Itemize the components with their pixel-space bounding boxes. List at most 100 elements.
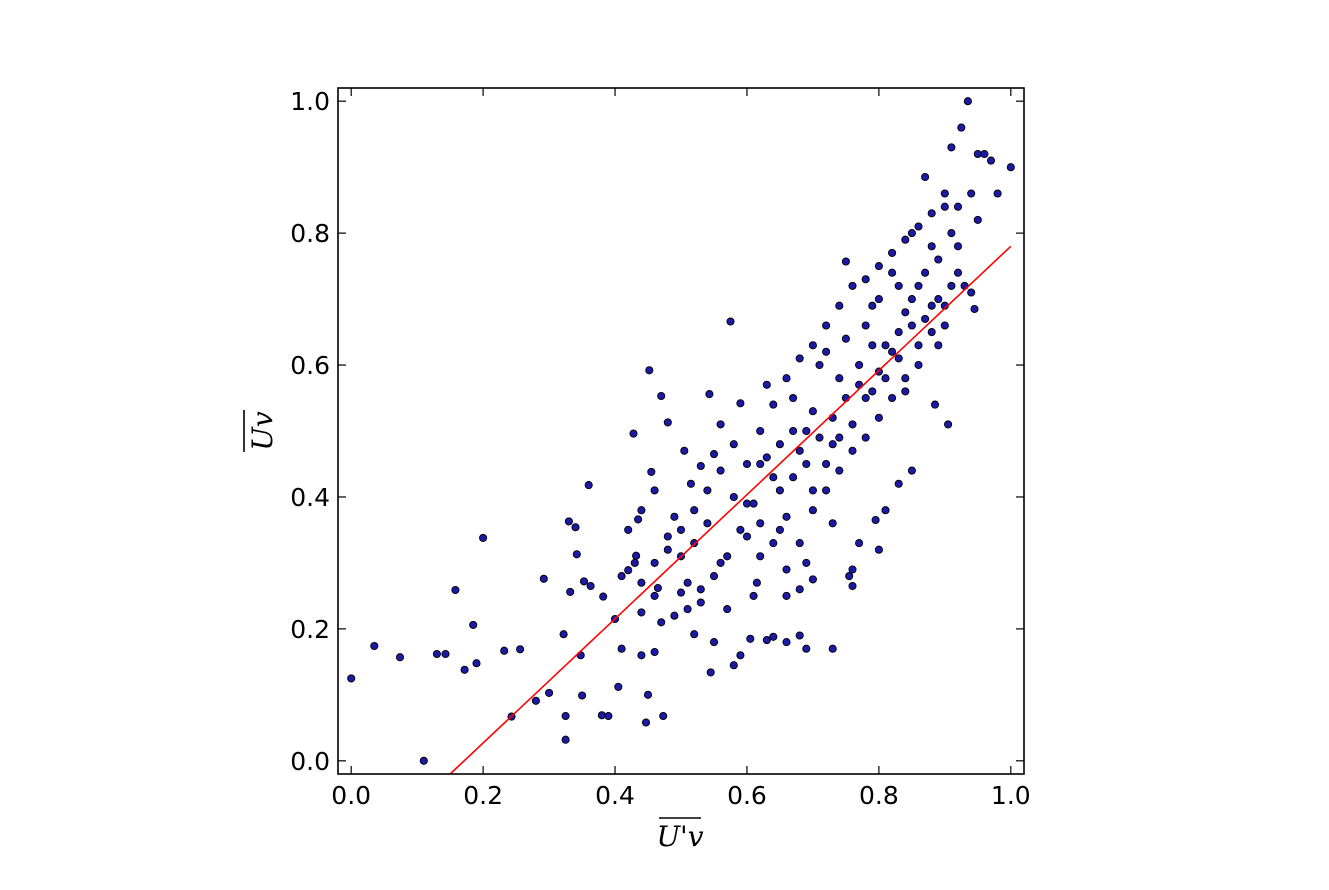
data-point bbox=[460, 665, 469, 674]
data-point bbox=[676, 588, 686, 597]
data-point bbox=[650, 591, 659, 600]
data-point bbox=[953, 268, 963, 277]
data-point bbox=[888, 268, 897, 277]
data-point bbox=[630, 558, 639, 567]
y-tick-label: 0.8 bbox=[290, 219, 330, 248]
data-point bbox=[451, 585, 460, 595]
data-point bbox=[769, 539, 778, 548]
data-point bbox=[742, 532, 752, 541]
data-point bbox=[835, 301, 844, 310]
data-point bbox=[802, 558, 811, 567]
data-point bbox=[756, 459, 765, 469]
data-point bbox=[516, 645, 525, 654]
data-point bbox=[894, 354, 903, 363]
data-point bbox=[561, 711, 570, 721]
data-point bbox=[650, 647, 659, 657]
data-point bbox=[888, 347, 897, 356]
data-point bbox=[599, 592, 608, 601]
data-point bbox=[637, 608, 646, 617]
data-point bbox=[808, 341, 817, 350]
data-point bbox=[894, 479, 903, 488]
data-point bbox=[432, 649, 441, 659]
data-point bbox=[967, 189, 976, 198]
data-point bbox=[441, 649, 450, 659]
data-point bbox=[676, 525, 686, 534]
data-point bbox=[586, 581, 595, 591]
x-tick-label: 0.0 bbox=[331, 781, 371, 810]
fit-line bbox=[449, 245, 1012, 775]
data-point bbox=[927, 328, 936, 337]
data-point bbox=[726, 317, 735, 326]
data-point bbox=[769, 473, 778, 482]
data-point bbox=[967, 288, 976, 297]
data-point bbox=[749, 499, 758, 508]
data-point bbox=[729, 440, 738, 449]
data-point bbox=[795, 354, 804, 363]
data-point bbox=[729, 661, 738, 670]
data-point bbox=[868, 341, 877, 350]
data-point bbox=[566, 587, 575, 596]
data-point bbox=[347, 674, 356, 683]
data-point bbox=[643, 690, 653, 699]
data-point bbox=[1006, 163, 1015, 172]
data-point bbox=[637, 578, 646, 587]
data-point bbox=[881, 506, 890, 515]
data-point bbox=[690, 630, 699, 639]
data-point bbox=[940, 321, 949, 330]
data-point bbox=[808, 486, 817, 495]
data-point bbox=[881, 341, 890, 350]
data-point bbox=[901, 374, 910, 383]
data-point bbox=[795, 446, 804, 455]
data-point bbox=[921, 268, 930, 277]
data-point bbox=[578, 691, 587, 700]
data-point bbox=[716, 466, 725, 475]
data-point bbox=[907, 295, 916, 304]
data-point bbox=[617, 572, 626, 581]
data-point bbox=[934, 255, 943, 264]
data-point bbox=[914, 341, 923, 350]
data-point bbox=[921, 314, 930, 323]
data-point bbox=[723, 605, 732, 614]
data-point bbox=[921, 172, 930, 182]
data-point bbox=[742, 499, 752, 508]
data-point bbox=[756, 519, 765, 528]
x-tick-label: 0.2 bbox=[463, 781, 503, 810]
data-point bbox=[802, 459, 811, 469]
data-point bbox=[871, 515, 880, 525]
data-point bbox=[835, 374, 844, 383]
data-point bbox=[539, 574, 548, 583]
data-point bbox=[419, 756, 428, 765]
data-point bbox=[703, 486, 712, 495]
data-point bbox=[782, 591, 791, 600]
data-point bbox=[944, 420, 953, 429]
data-point bbox=[663, 532, 672, 541]
data-point bbox=[927, 242, 936, 251]
data-point bbox=[703, 519, 712, 528]
data-point bbox=[579, 577, 589, 586]
data-point bbox=[637, 651, 646, 660]
data-point bbox=[855, 539, 864, 548]
data-point bbox=[907, 229, 916, 238]
y-tick-label: 1.0 bbox=[290, 87, 330, 116]
data-point bbox=[709, 572, 719, 581]
data-point bbox=[861, 275, 870, 284]
data-point bbox=[881, 374, 890, 383]
data-point bbox=[901, 387, 910, 396]
data-point bbox=[624, 566, 633, 575]
data-point bbox=[914, 222, 923, 231]
data-point bbox=[564, 517, 573, 526]
data-point bbox=[749, 591, 758, 600]
data-point bbox=[907, 466, 916, 475]
data-point bbox=[848, 281, 857, 290]
data-point bbox=[970, 304, 979, 314]
data-point bbox=[822, 459, 831, 469]
y-tick-label: 0.2 bbox=[290, 615, 330, 644]
plot-frame bbox=[337, 87, 1025, 775]
data-point bbox=[683, 605, 692, 614]
data-point bbox=[545, 688, 554, 697]
data-point bbox=[663, 418, 672, 427]
data-point bbox=[828, 644, 837, 653]
data-point bbox=[795, 585, 804, 594]
